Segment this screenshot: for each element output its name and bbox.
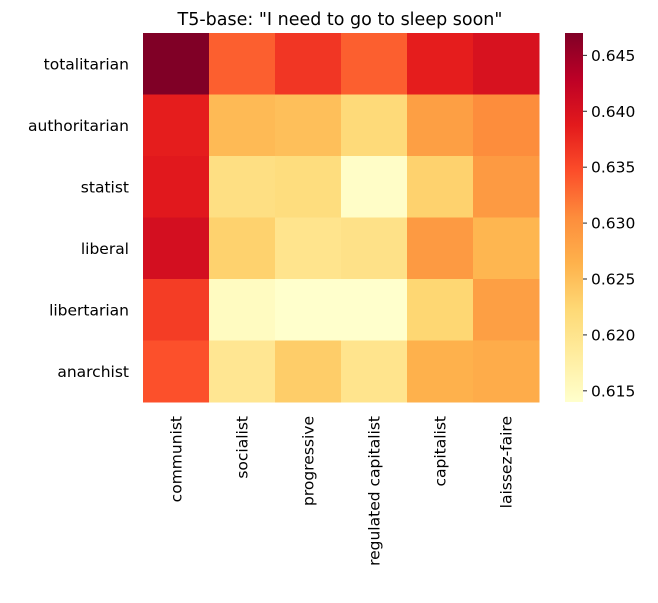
y-tick-label: liberal	[81, 240, 129, 258]
heatmap-cell-authoritarian-socialist	[209, 94, 276, 157]
heatmap-cell-statist-communist	[143, 156, 210, 218]
heatmap-cell-libertarian-progressive	[275, 279, 342, 341]
heatmap-cell-anarchist-regulated-capitalist	[341, 340, 408, 403]
heatmap-cell-liberal-communist	[143, 217, 210, 280]
y-tick-labels: totalitarian authoritarian statist liberal l…	[28, 55, 129, 381]
y-tick-label: libertarian	[49, 301, 129, 319]
chart-title: T5-base: "I need to go to sleep soon"	[177, 10, 503, 30]
heatmap-cell-totalitarian-communist	[143, 33, 210, 95]
heatmap-cell-anarchist-socialist	[209, 340, 276, 403]
colorbar-tick-label: 0.620	[591, 326, 635, 344]
colorbar-tick-label: 0.645	[591, 47, 635, 65]
heatmap-cell-libertarian-laissez-faire	[473, 279, 540, 341]
heatmap-cell-statist-regulated-capitalist	[341, 156, 408, 218]
heatmap-cell-anarchist-capitalist	[407, 340, 474, 403]
colorbar-gradient	[565, 33, 583, 402]
heatmap-cell-statist-progressive	[275, 156, 342, 218]
colorbar-tick-label: 0.635	[591, 159, 635, 177]
heatmap-cell-libertarian-capitalist	[407, 279, 474, 341]
heatmap-cell-liberal-regulated-capitalist	[341, 217, 408, 280]
heatmap-cell-totalitarian-capitalist	[407, 33, 474, 95]
heatmap-cell-liberal-progressive	[275, 217, 342, 280]
heatmap-cell-totalitarian-laissez-faire	[473, 33, 540, 95]
x-tick-label: progressive	[300, 416, 318, 506]
colorbar-tick-label: 0.630	[591, 215, 635, 233]
heatmap-cell-authoritarian-communist	[143, 94, 210, 157]
heatmap-cell-libertarian-regulated-capitalist	[341, 279, 408, 341]
x-tick-label: communist	[168, 416, 186, 502]
x-tick-labels: communist socialist progressive regulated c…	[168, 416, 516, 566]
heatmap-cell-totalitarian-socialist	[209, 33, 276, 95]
y-tick-label: authoritarian	[28, 117, 129, 135]
heatmap-cells	[143, 33, 540, 403]
heatmap-cell-authoritarian-capitalist	[407, 94, 474, 157]
y-tick-label: statist	[81, 178, 129, 196]
heatmap-cell-libertarian-communist	[143, 279, 210, 341]
heatmap-cell-totalitarian-regulated-capitalist	[341, 33, 408, 95]
colorbar-tick-label: 0.615	[591, 382, 635, 400]
heatmap-cell-liberal-laissez-faire	[473, 217, 540, 280]
heatmap-cell-authoritarian-progressive	[275, 94, 342, 157]
y-tick-label: totalitarian	[44, 55, 129, 73]
heatmap-cell-liberal-socialist	[209, 217, 276, 280]
heatmap-cell-anarchist-communist	[143, 340, 210, 403]
x-tick-label: socialist	[234, 416, 252, 479]
colorbar-tick-label: 0.625	[591, 271, 635, 289]
y-tick-label: anarchist	[57, 363, 129, 381]
heatmap-cell-authoritarian-regulated-capitalist	[341, 94, 408, 157]
heatmap-cell-anarchist-progressive	[275, 340, 342, 403]
heatmap-cell-statist-laissez-faire	[473, 156, 540, 218]
heatmap-cell-authoritarian-laissez-faire	[473, 94, 540, 157]
heatmap-cell-statist-socialist	[209, 156, 276, 218]
heatmap-cell-totalitarian-progressive	[275, 33, 342, 95]
heatmap-cell-anarchist-laissez-faire	[473, 340, 540, 403]
x-tick-label: regulated capitalist	[366, 416, 384, 566]
colorbar: 0.615 0.620 0.625 0.630 0.635 0.640 0.645	[565, 33, 635, 402]
x-tick-label: laissez-faire	[498, 416, 516, 508]
heatmap-cell-statist-capitalist	[407, 156, 474, 218]
x-tick-label: capitalist	[432, 416, 450, 487]
heatmap-cell-libertarian-socialist	[209, 279, 276, 341]
colorbar-tick-label: 0.640	[591, 103, 635, 121]
heatmap-cell-liberal-capitalist	[407, 217, 474, 280]
